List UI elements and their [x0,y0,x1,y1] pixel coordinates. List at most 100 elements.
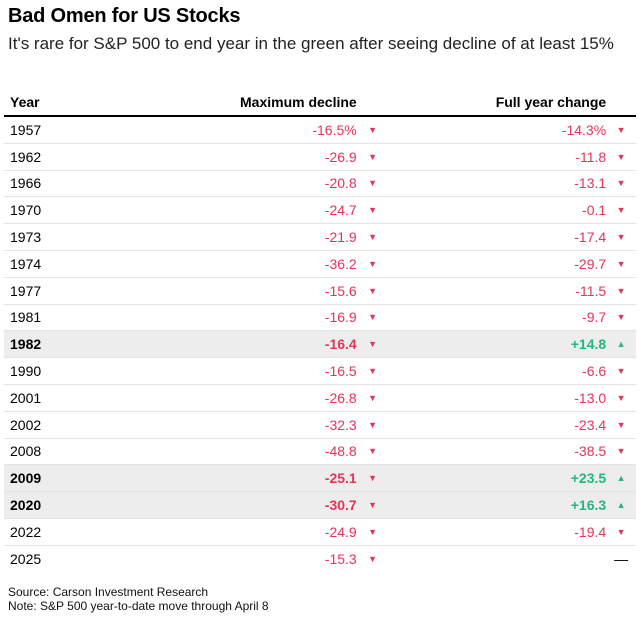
down-arrow-icon: ▼ [616,392,626,403]
table-row: 1966 -20.8 ▼ -13.1 ▼ [4,170,636,197]
full-year-change-cell: +16.3 [388,491,607,519]
table-row: 2002 -32.3 ▼ -23.4 ▼ [4,411,636,439]
year-cell: 1990 [10,363,42,380]
max-decline-cell: -26.9 [324,148,357,165]
down-arrow-icon: ▼ [616,419,626,430]
max-decline-arrow-icon: ▼ [368,178,377,189]
chart-subtitle: It's rare for S&P 500 to end year in the… [8,34,614,53]
down-arrow-icon: ▼ [616,526,626,537]
year-cell: 2009 [4,464,139,492]
year-cell: 1966 [10,175,42,192]
table-row: 1990 -16.5 ▼ -6.6 ▼ [4,358,636,385]
year-cell: 2008 [10,443,42,460]
data-table: Year Maximum decline Full year change 19… [4,89,636,572]
table-row: 1962 -26.9 ▼ -11.8 ▼ [4,143,636,171]
year-cell: 1962 [10,148,42,165]
max-decline-arrow-icon: ▼ [368,553,377,564]
max-decline-cell: -30.7 [138,491,357,519]
year-cell: 2001 [10,389,42,406]
table-row: 2009 -25.1 ▼ +23.5 ▲ [4,464,636,492]
down-arrow-icon: ▼ [616,285,626,296]
full-year-change-cell: -13.1 [574,175,607,192]
max-decline-arrow-icon: ▼ [368,446,377,457]
max-decline-arrow-icon: ▼ [368,419,377,430]
max-decline-cell: -36.2 [324,255,357,272]
year-cell: 2022 [10,523,42,540]
dash-icon: — [614,550,629,567]
down-arrow-icon: ▼ [616,151,626,162]
full-year-change-cell: +23.5 [388,464,607,492]
full-year-change-cell: -23.4 [574,416,607,433]
full-year-change-cell: -13.0 [574,389,607,406]
max-decline-arrow-icon: ▼ [368,205,377,216]
full-year-change-cell: -29.7 [574,255,607,272]
max-decline-cell: -24.7 [324,202,357,219]
year-cell: 1974 [10,255,42,272]
table-row: 1957 -16.5% ▼ -14.3% ▼ [4,116,636,144]
table-row: 2022 -24.9 ▼ -19.4 ▼ [4,518,636,546]
column-header-max-decline: Maximum decline [240,94,357,110]
max-decline-cell: -24.9 [324,523,357,540]
year-cell: 1977 [10,282,42,299]
max-decline-arrow-icon: ▼ [368,285,377,296]
column-header-full-year-change: Full year change [495,94,607,110]
full-year-change-cell: -14.3% [561,121,607,138]
table-row: 1982 -16.4 ▼ +14.8 ▲ [4,330,636,358]
max-decline-cell: -16.5% [312,121,357,138]
table-body: 1957 -16.5% ▼ -14.3% ▼ 1962 -26.9 ▼ -11.8 ▼ 1966 -2… [4,116,636,572]
year-cell: 1957 [10,121,42,138]
year-cell: 1981 [10,309,42,326]
max-decline-cell: -25.1 [138,464,357,492]
year-cell: 1973 [10,229,42,246]
full-year-change-cell: -19.4 [574,523,607,540]
full-year-change-cell: -6.6 [582,363,607,380]
down-arrow-icon: ▼ [616,312,626,323]
down-arrow-icon: ▼ [616,232,626,243]
chart-title: Bad Omen for US Stocks [8,5,241,27]
max-decline-cell: -15.6 [324,282,357,299]
max-decline-cell: -32.3 [324,416,357,433]
full-year-change-cell [388,545,606,571]
max-decline-arrow-icon: ▼ [368,312,377,323]
table-row: 1973 -21.9 ▼ -17.4 ▼ [4,224,636,251]
down-arrow-icon: ▼ [616,178,626,189]
max-decline-arrow-icon: ▼ [368,151,377,162]
full-year-change-cell: -38.5 [574,443,607,460]
max-decline-cell: -16.9 [324,309,357,326]
max-decline-cell: -48.8 [324,443,357,460]
table-row: 1974 -36.2 ▼ -29.7 ▼ [4,250,636,278]
down-arrow-icon: ▼ [616,258,626,269]
table-row: 1970 -24.7 ▼ -0.1 ▼ [4,197,636,224]
max-decline-cell: -21.9 [324,229,357,246]
table-row: 2008 -48.8 ▼ -38.5 ▼ [4,438,636,465]
year-cell: 2020 [4,491,139,519]
year-cell: 2002 [10,416,42,433]
year-cell: 2025 [10,550,42,567]
full-year-change-cell: +14.8 [388,330,607,358]
max-decline-arrow-icon: ▼ [356,491,389,519]
table-row: 2020 -30.7 ▼ +16.3 ▲ [4,491,636,519]
footnote: Note: S&P 500 year-to-date move through … [8,599,269,613]
up-arrow-icon: ▲ [606,330,636,358]
down-arrow-icon: ▼ [616,124,626,135]
max-decline-arrow-icon: ▼ [368,366,377,377]
full-year-change-cell: -17.4 [574,229,607,246]
max-decline-arrow-icon: ▼ [368,526,377,537]
max-decline-arrow-icon: ▼ [356,464,389,492]
max-decline-arrow-icon: ▼ [368,258,377,269]
max-decline-arrow-icon: ▼ [368,392,377,403]
full-year-change-cell: -11.5 [575,282,607,299]
full-year-change-cell: -11.8 [575,148,607,165]
max-decline-cell: -16.4 [138,330,357,358]
year-cell: 1982 [4,330,139,358]
year-cell: 1970 [10,202,42,219]
max-decline-cell: -16.5 [324,363,357,380]
max-decline-arrow-icon: ▼ [368,232,377,243]
table-row: 2001 -26.8 ▼ -13.0 ▼ [4,384,636,412]
max-decline-cell: -20.8 [324,175,357,192]
up-arrow-icon: ▲ [606,491,636,519]
max-decline-arrow-icon: ▼ [356,330,389,358]
column-header-year: Year [10,94,40,110]
table-row: 1977 -15.6 ▼ -11.5 ▼ [4,277,636,305]
full-year-change-cell: -0.1 [582,202,607,219]
